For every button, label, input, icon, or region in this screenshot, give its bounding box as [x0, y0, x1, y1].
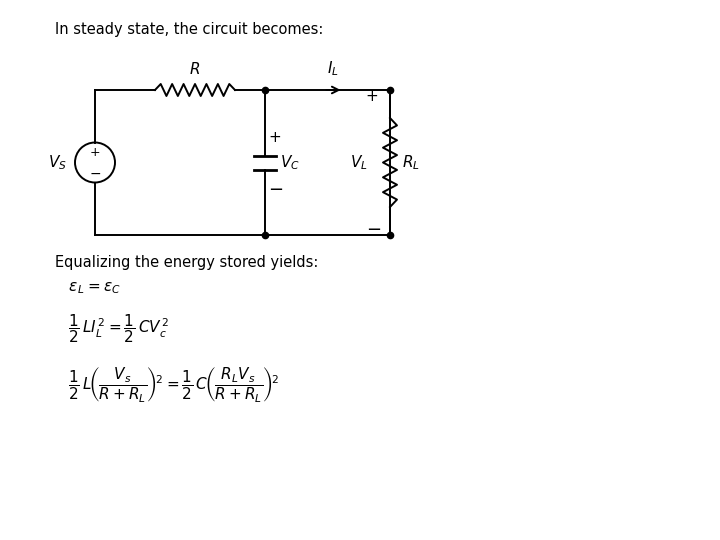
Text: $R$: $R$	[189, 61, 201, 77]
Text: $-$: $-$	[268, 179, 283, 198]
Text: $-$: $-$	[89, 165, 101, 179]
Text: $V_C$: $V_C$	[280, 153, 300, 172]
Text: $\dfrac{1}{2}\,L I_L^{\,2} = \dfrac{1}{2}\,C V_c^{\,2}$: $\dfrac{1}{2}\,L I_L^{\,2} = \dfrac{1}{2…	[68, 312, 170, 345]
Text: $+$: $+$	[268, 131, 281, 145]
Text: In steady state, the circuit becomes:: In steady state, the circuit becomes:	[55, 22, 323, 37]
Text: $V_S$: $V_S$	[48, 153, 67, 172]
Text: $\varepsilon_{\,L} = \varepsilon_C$: $\varepsilon_{\,L} = \varepsilon_C$	[68, 280, 121, 296]
Text: $+$: $+$	[366, 89, 379, 104]
Text: $I_L$: $I_L$	[327, 59, 338, 78]
Text: $V_L$: $V_L$	[351, 153, 368, 172]
Text: Equalizing the energy stored yields:: Equalizing the energy stored yields:	[55, 255, 318, 270]
Text: $\dfrac{1}{2}\,L\!\left(\dfrac{V_s}{R+R_L}\right)^{\!2}= \dfrac{1}{2}\,C\!\left(: $\dfrac{1}{2}\,L\!\left(\dfrac{V_s}{R+R_…	[68, 365, 279, 404]
Text: $-$: $-$	[366, 219, 382, 237]
Text: $+$: $+$	[89, 146, 101, 159]
Text: $R_L$: $R_L$	[402, 153, 420, 172]
